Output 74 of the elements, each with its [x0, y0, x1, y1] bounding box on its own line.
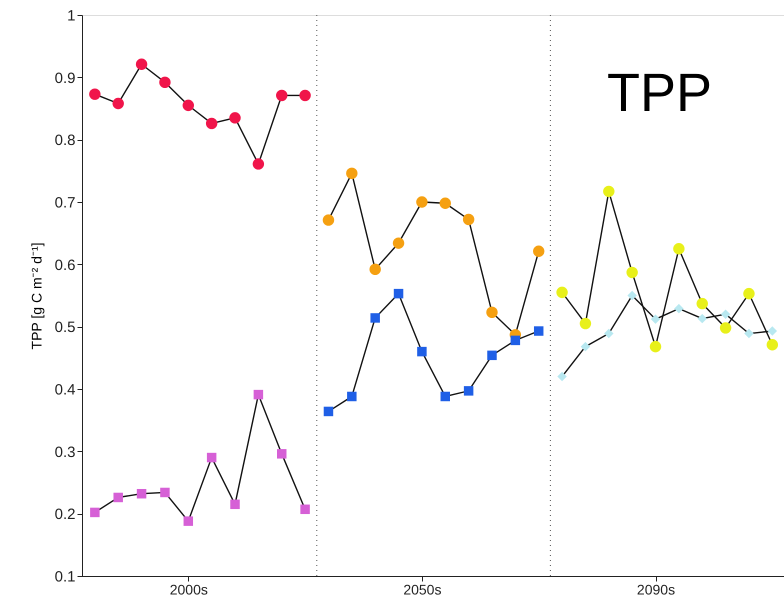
point	[160, 488, 170, 498]
y-tick-label: 0.1	[54, 568, 76, 586]
point	[252, 158, 264, 170]
point	[276, 449, 286, 459]
y-tick-label: 1	[67, 8, 76, 24]
y-tick-label: 0.8	[54, 132, 76, 150]
y-tick-label: 0.6	[54, 256, 76, 274]
point	[487, 350, 497, 360]
y-tick-label: 0.9	[54, 70, 76, 87]
point	[370, 313, 380, 323]
point	[580, 318, 592, 330]
point	[534, 326, 544, 336]
point	[90, 508, 100, 518]
point	[440, 198, 451, 209]
point	[417, 346, 427, 356]
point	[182, 100, 194, 112]
point	[254, 390, 264, 400]
x-tick-label: 2050s	[403, 582, 442, 598]
x-tick-label: 2090s	[636, 582, 676, 598]
y-tick-label: 0.3	[54, 444, 76, 461]
point	[557, 372, 567, 382]
point	[720, 309, 730, 319]
point	[768, 326, 778, 336]
point	[697, 314, 707, 324]
y-tick-label: 0.7	[54, 194, 76, 212]
point	[580, 342, 590, 352]
point	[626, 266, 638, 278]
point	[720, 322, 732, 334]
y-tick-label: 0.2	[54, 506, 76, 524]
point	[299, 90, 311, 102]
point	[230, 500, 240, 510]
point	[112, 98, 124, 110]
point	[392, 237, 404, 249]
point	[696, 298, 708, 310]
annotation: TPP	[607, 63, 712, 123]
point	[136, 58, 148, 70]
point	[276, 90, 288, 102]
point	[206, 118, 218, 130]
point	[603, 186, 614, 198]
point	[322, 214, 334, 226]
point	[604, 328, 614, 338]
point	[300, 504, 310, 514]
point	[766, 339, 778, 350]
point	[159, 76, 171, 88]
y-tick-label: 0.4	[54, 382, 76, 398]
point	[533, 246, 544, 257]
point	[136, 488, 146, 498]
point	[743, 288, 755, 300]
point	[486, 306, 498, 318]
point	[184, 516, 194, 526]
point	[744, 328, 754, 338]
point	[627, 290, 637, 300]
y-axis-title: TPP [g C m⁻² d⁻¹]	[28, 242, 45, 350]
point	[347, 392, 357, 402]
point	[650, 340, 662, 352]
point	[673, 243, 685, 254]
point	[674, 304, 684, 314]
y-tick-label: 0.5	[54, 319, 76, 336]
point	[113, 492, 123, 502]
point	[510, 336, 520, 346]
point	[650, 314, 660, 324]
point	[556, 286, 568, 298]
point	[369, 264, 381, 276]
point	[346, 168, 358, 180]
point	[229, 112, 241, 124]
point	[440, 392, 450, 402]
point	[464, 386, 474, 396]
x-tick-label: 2000s	[170, 582, 208, 598]
point	[416, 196, 428, 208]
point	[324, 406, 334, 416]
point	[462, 214, 474, 226]
point	[89, 88, 101, 100]
point	[206, 452, 216, 462]
point	[394, 288, 404, 298]
